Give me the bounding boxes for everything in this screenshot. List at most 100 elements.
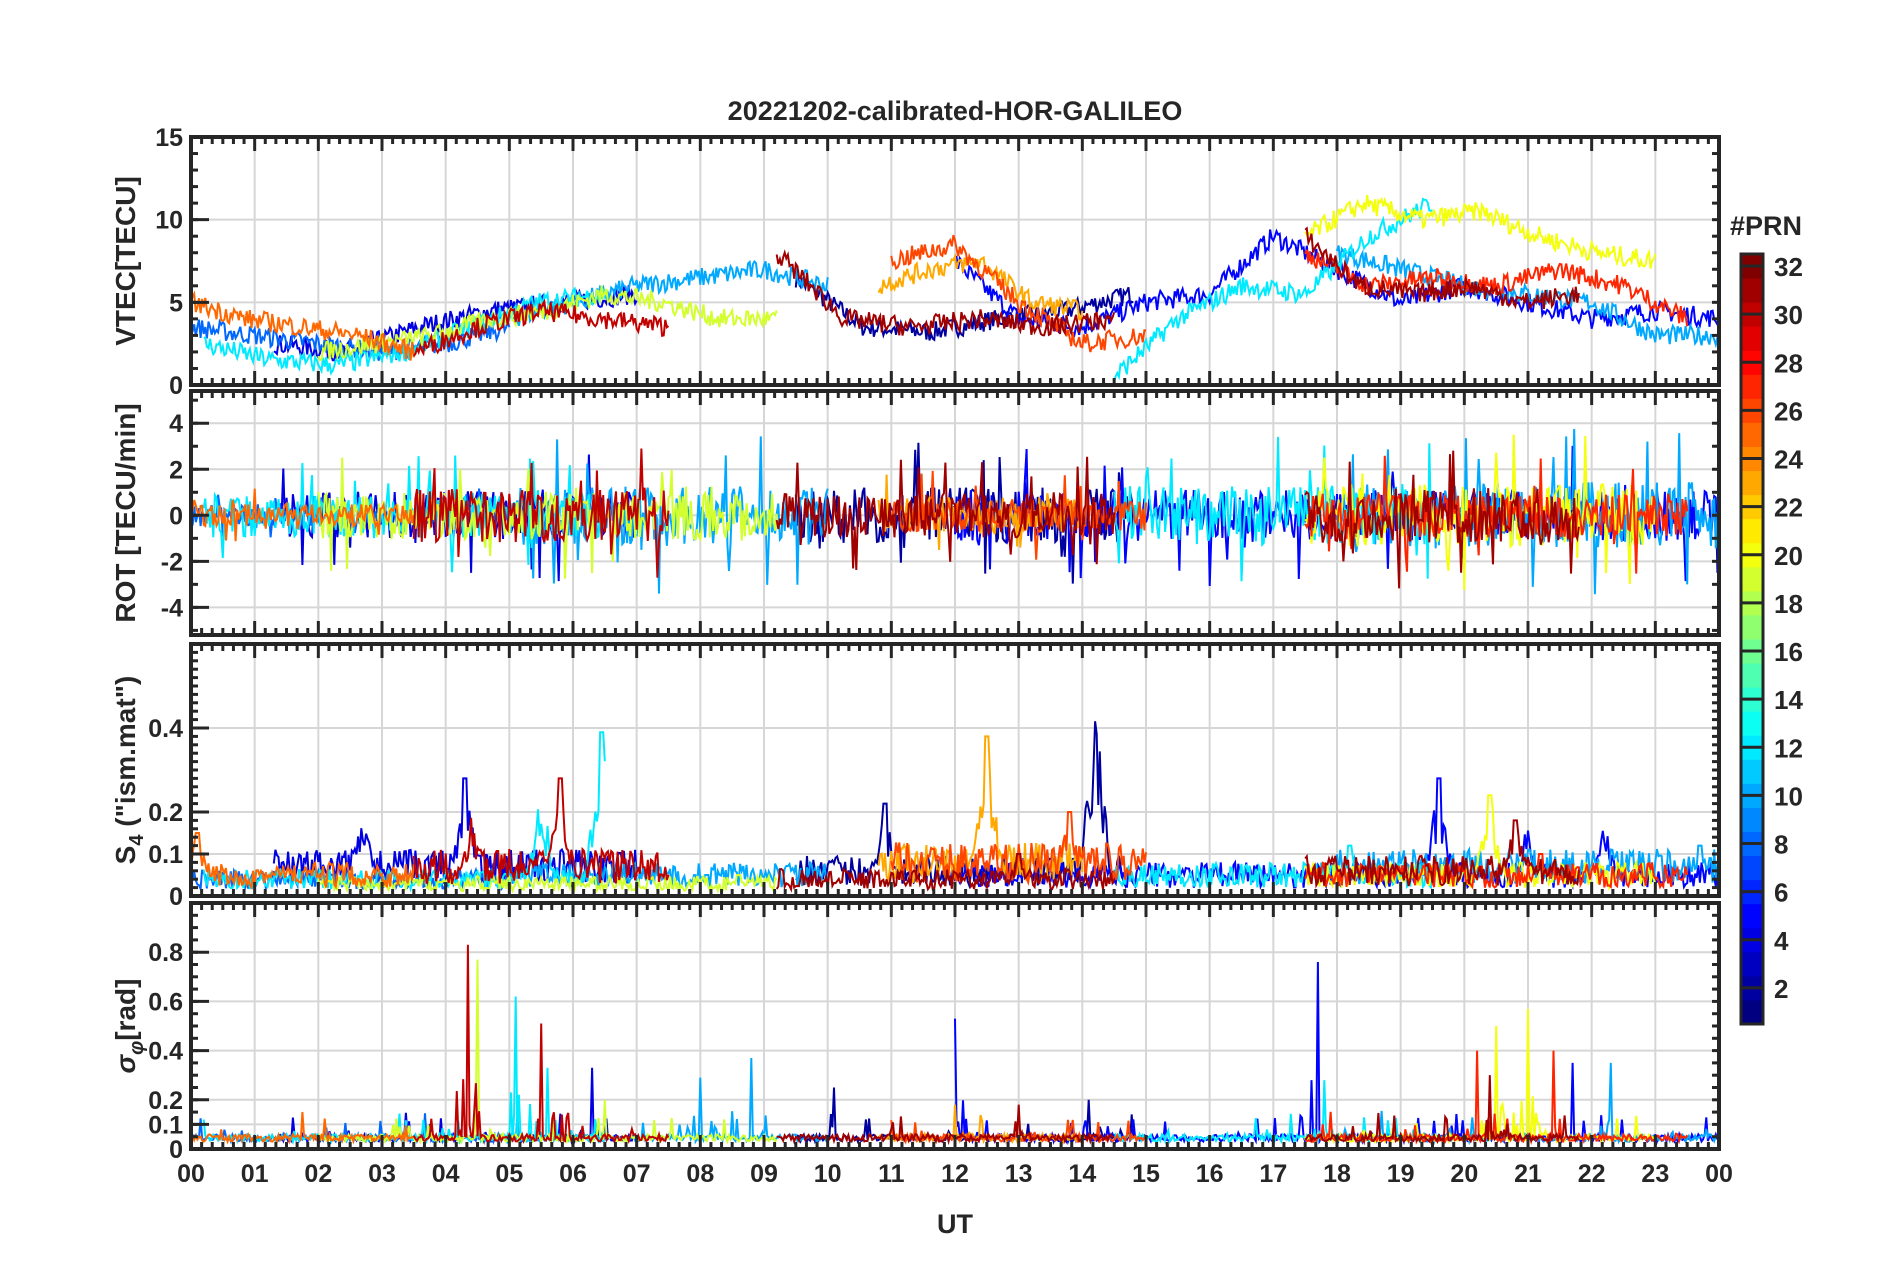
x-tick-label: 20: [1450, 1160, 1478, 1188]
x-axis-label: UT: [937, 1209, 973, 1239]
x-tick-label: 10: [814, 1160, 842, 1188]
x-tick-label: 16: [1196, 1160, 1224, 1188]
y-tick-label: 0.1: [148, 1111, 183, 1139]
x-tick-label: 05: [495, 1160, 523, 1188]
y-tick-label: 0: [169, 883, 183, 911]
series-line-prn-30: [412, 777, 670, 885]
y-tick-label: 0.4: [148, 1038, 183, 1066]
colorbar-segment: [1741, 951, 1763, 977]
y-tick-label: 0.4: [148, 715, 183, 743]
colorbar-tick-label: 10: [1774, 781, 1803, 811]
series-line-prn-20: [1304, 794, 1657, 892]
series-line-prn-4: [272, 777, 638, 885]
series-line-prn-25: [191, 488, 415, 542]
colorbar-segment: [1741, 374, 1763, 399]
series-line-prn-25: [191, 290, 415, 361]
series-line-prn-31: [775, 249, 1116, 337]
series-line-prn-26: [890, 234, 1147, 353]
colorbar-tick-label: 30: [1774, 300, 1803, 330]
series-line-prn-31: [776, 1104, 1115, 1146]
series-line-prn-26: [890, 811, 1147, 887]
colorbar-tick-label: 8: [1774, 830, 1788, 860]
colorbar-segment: [1741, 903, 1763, 929]
colorbar-segment: [1741, 278, 1763, 303]
y-tick-label: 0.6: [148, 988, 183, 1016]
y-tick-label: 2: [169, 456, 183, 484]
x-tick-label: 12: [941, 1160, 969, 1188]
series-line-prn-25: [191, 1111, 415, 1145]
panel-s4: 0 0.1 0.2 0.4S4 ("ism.mat"): [110, 642, 1721, 911]
panel-sigma: 00.10.2 0.4 0.6 0.8σφ[rad] 00 01 02 03 04 05 06 07 0…: [110, 901, 1733, 1188]
series-line-prn-4: [273, 285, 638, 362]
y-axis-label: S4 ("ism.mat"): [110, 676, 148, 865]
colorbar-tick-label: 6: [1774, 878, 1788, 908]
colorbar-tick-label: 12: [1774, 733, 1803, 763]
series-line-prn-25: [191, 832, 415, 891]
colorbar-label: #PRN: [1730, 211, 1802, 241]
colorbar-tick-label: 16: [1774, 637, 1803, 667]
y-tick-label: -4: [161, 594, 183, 622]
x-tick-label: 22: [1578, 1160, 1606, 1188]
series-line-prn-31: [1304, 450, 1580, 589]
y-tick-label: -2: [161, 548, 183, 576]
series-line-prn-31: [775, 853, 1116, 893]
x-tick-label: 15: [1132, 1160, 1160, 1188]
x-tick-label: 18: [1323, 1160, 1351, 1188]
y-tick-label: 0.2: [148, 1087, 183, 1115]
panel-vtec: 0 5 10 15 VTEC[TECU]: [110, 124, 1721, 400]
series-group: [191, 428, 1719, 595]
x-tick-label: 01: [241, 1160, 269, 1188]
series-group: [191, 721, 1719, 895]
y-tick-label: 0.8: [148, 939, 183, 967]
colorbar-tick-label: 28: [1774, 348, 1803, 378]
x-tick-label: 09: [750, 1160, 778, 1188]
y-tick-label: 0: [169, 372, 183, 400]
series-line-prn-23: [877, 252, 1084, 321]
x-tick-label: 21: [1514, 1160, 1542, 1188]
colorbar-tick-label: 4: [1774, 926, 1789, 956]
colorbar-segment: [1741, 614, 1763, 640]
y-tick-label: 5: [169, 289, 183, 317]
x-tick-label: 13: [1005, 1160, 1033, 1188]
series-line-prn-31: [1304, 226, 1580, 311]
x-tick-label: 19: [1387, 1160, 1415, 1188]
x-tick-label: 07: [623, 1160, 651, 1188]
x-tick-label: 00: [177, 1160, 205, 1188]
colorbar-tick-label: 14: [1774, 685, 1803, 715]
series-line-prn-30: [413, 298, 670, 357]
colorbar-tick-label: 2: [1774, 974, 1788, 1004]
series-line-prn-10: [1336, 844, 1719, 886]
colorbar-tick-label: 20: [1774, 541, 1803, 571]
x-tick-label: 08: [686, 1160, 714, 1188]
series-line-prn-12: [202, 455, 606, 573]
y-tick-label: 15: [155, 124, 183, 152]
y-tick-label: 0: [169, 1136, 183, 1164]
x-tick-label: 17: [1259, 1160, 1287, 1188]
colorbar-segment: [1741, 663, 1763, 688]
colorbar-tick-label: 22: [1774, 493, 1803, 523]
series-line-prn-20: [1304, 194, 1657, 269]
colorbar-frame: [1739, 252, 1765, 1026]
colorbar-segment: [1741, 999, 1763, 1025]
series-line-prn-31: [1304, 1075, 1580, 1146]
series-line-prn-2: [794, 270, 1134, 342]
y-axis-label: σφ[rad]: [110, 979, 148, 1074]
y-tick-label: 0.1: [148, 841, 183, 869]
y-tick-label: 4: [169, 410, 183, 438]
series-line-prn-30: [412, 944, 670, 1145]
y-tick-label: 0.2: [148, 799, 183, 827]
colorbar-segment: [1741, 470, 1763, 496]
x-tick-label: 23: [1641, 1160, 1669, 1188]
series-line-prn-30: [412, 448, 670, 578]
x-tick-label: 14: [1068, 1160, 1096, 1188]
series-line-prn-8: [191, 317, 511, 361]
colorbar-tick-label: 32: [1774, 252, 1803, 282]
series-line-prn-26: [890, 470, 1147, 560]
y-axis-label: VTEC[TECU]: [110, 176, 141, 346]
series-line-prn-27: [1304, 455, 1689, 574]
y-tick-label: 0: [169, 502, 183, 530]
y-axis-label: ROT [TECU/min]: [110, 403, 141, 622]
colorbar-tick-label: 24: [1774, 445, 1803, 475]
colorbar-segment: [1741, 759, 1763, 784]
